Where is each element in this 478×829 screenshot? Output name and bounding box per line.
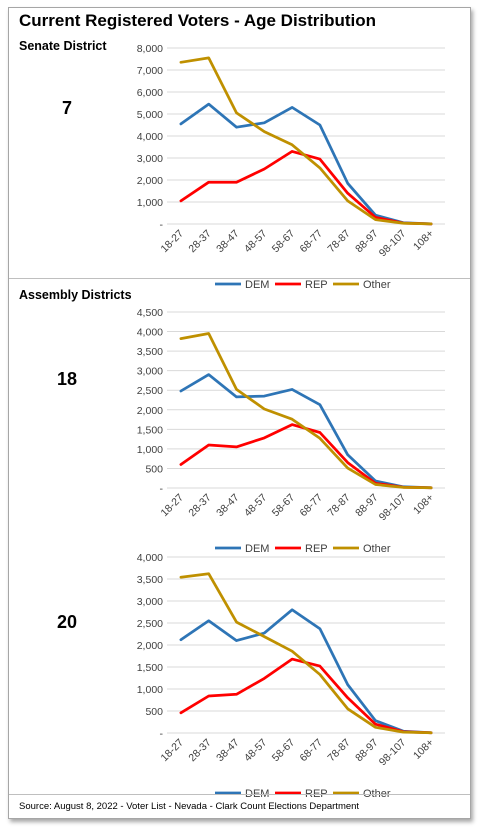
assembly-district-20-number: 20 — [56, 612, 78, 632]
y-tick-label: 2,000 — [137, 175, 163, 187]
source-divider — [9, 794, 470, 795]
x-tick-label: 48-57 — [242, 492, 270, 520]
x-tick-label: 28-37 — [186, 228, 214, 256]
x-tick-label: 28-37 — [186, 492, 214, 520]
x-tick-label: 38-47 — [214, 737, 242, 765]
y-tick-label: 500 — [145, 463, 163, 475]
senate-district-chart: - 1,000 2,000 3,000 4,000 5,000 6,000 7,000 8,00… — [137, 43, 445, 291]
y-tick-label: - — [160, 219, 164, 231]
y-tick-label: 2,000 — [137, 405, 163, 417]
x-tick-label: 98-107 — [377, 228, 409, 260]
y-tick-label: 1,500 — [137, 662, 163, 674]
assembly-district-20-chart: - 500 1,000 1,500 2,000 2,500 3,000 3,500 4,000 1… — [137, 552, 445, 800]
x-tick-label: 18-27 — [159, 228, 187, 256]
legend-label-dem: DEM — [245, 279, 269, 291]
report-panel: Current Registered Voters - Age Distribu… — [8, 7, 471, 819]
y-tick-label: 2,500 — [137, 618, 163, 630]
series-line-rep — [179, 423, 433, 490]
series-line-rep — [179, 150, 433, 226]
y-tick-label: 2,000 — [137, 640, 163, 652]
y-tick-label: 1,000 — [137, 444, 163, 456]
legend-label-rep: REP — [305, 279, 328, 291]
series-line-rep — [179, 657, 433, 735]
x-tick-label: 18-27 — [159, 492, 187, 520]
x-tick-label: 98-107 — [377, 492, 409, 524]
x-tick-label: 68-77 — [298, 492, 326, 520]
y-tick-label: 4,000 — [137, 131, 163, 143]
x-tick-label: 18-27 — [159, 737, 187, 765]
series-line-other — [179, 332, 433, 490]
y-tick-label: 4,000 — [137, 552, 163, 564]
legend-label-other: Other — [363, 543, 391, 555]
y-tick-label: 1,000 — [137, 197, 163, 209]
assembly-district-18-chart: - 500 1,000 1,500 2,000 2,500 3,000 3,500 4,000 4… — [137, 307, 445, 555]
x-tick-label: 98-107 — [377, 737, 409, 769]
x-tick-label: 48-57 — [242, 228, 270, 256]
series-line-other — [179, 56, 433, 226]
y-tick-label: 2,500 — [137, 385, 163, 397]
y-tick-label: 7,000 — [137, 65, 163, 77]
legend-label-rep: REP — [305, 543, 328, 555]
legend-label-other: Other — [363, 279, 391, 291]
y-tick-label: 1,000 — [137, 684, 163, 696]
x-tick-label: 78-87 — [325, 228, 353, 256]
x-tick-label: 78-87 — [325, 737, 353, 765]
x-tick-label: 28-37 — [186, 737, 214, 765]
x-tick-label: 58-67 — [270, 492, 298, 520]
y-tick-label: 8,000 — [137, 43, 163, 55]
y-tick-label: 500 — [145, 706, 163, 718]
y-tick-label: 3,500 — [137, 574, 163, 586]
x-tick-label: 108+ — [411, 492, 436, 517]
y-tick-label: 4,500 — [137, 307, 163, 319]
y-tick-label: 4,000 — [137, 327, 163, 339]
x-tick-label: 78-87 — [325, 492, 353, 520]
assembly-district-18-number: 18 — [56, 369, 78, 389]
y-tick-label: 3,000 — [137, 596, 163, 608]
series-line-dem — [179, 608, 433, 735]
x-tick-label: 108+ — [411, 737, 436, 762]
legend-label-dem: DEM — [245, 543, 269, 555]
section-divider — [9, 278, 470, 279]
series-line-dem — [179, 373, 433, 490]
y-tick-label: 5,000 — [137, 109, 163, 121]
page-title: Current Registered Voters - Age Distribu… — [19, 11, 377, 30]
senate-district-number: 7 — [61, 98, 72, 118]
x-tick-label: 68-77 — [298, 228, 326, 256]
series-line-other — [179, 572, 433, 735]
x-tick-label: 38-47 — [214, 228, 242, 256]
x-tick-label: 38-47 — [214, 492, 242, 520]
x-tick-label: 68-77 — [298, 737, 326, 765]
assembly-section-label: Assembly Districts — [19, 288, 132, 302]
senate-section-label: Senate District — [19, 39, 107, 53]
x-tick-label: 48-57 — [242, 737, 270, 765]
y-tick-label: - — [160, 728, 164, 740]
x-tick-label: 108+ — [411, 228, 436, 253]
source-note: Source: August 8, 2022 - Voter List - Ne… — [19, 801, 360, 812]
y-tick-label: 6,000 — [137, 87, 163, 99]
y-tick-label: 1,500 — [137, 424, 163, 436]
x-tick-label: 58-67 — [270, 228, 298, 256]
series-line-dem — [179, 102, 433, 226]
y-tick-label: 3,500 — [137, 346, 163, 358]
y-tick-label: 3,000 — [137, 366, 163, 378]
y-tick-label: 3,000 — [137, 153, 163, 165]
y-tick-label: - — [160, 483, 164, 495]
x-tick-label: 58-67 — [270, 737, 298, 765]
